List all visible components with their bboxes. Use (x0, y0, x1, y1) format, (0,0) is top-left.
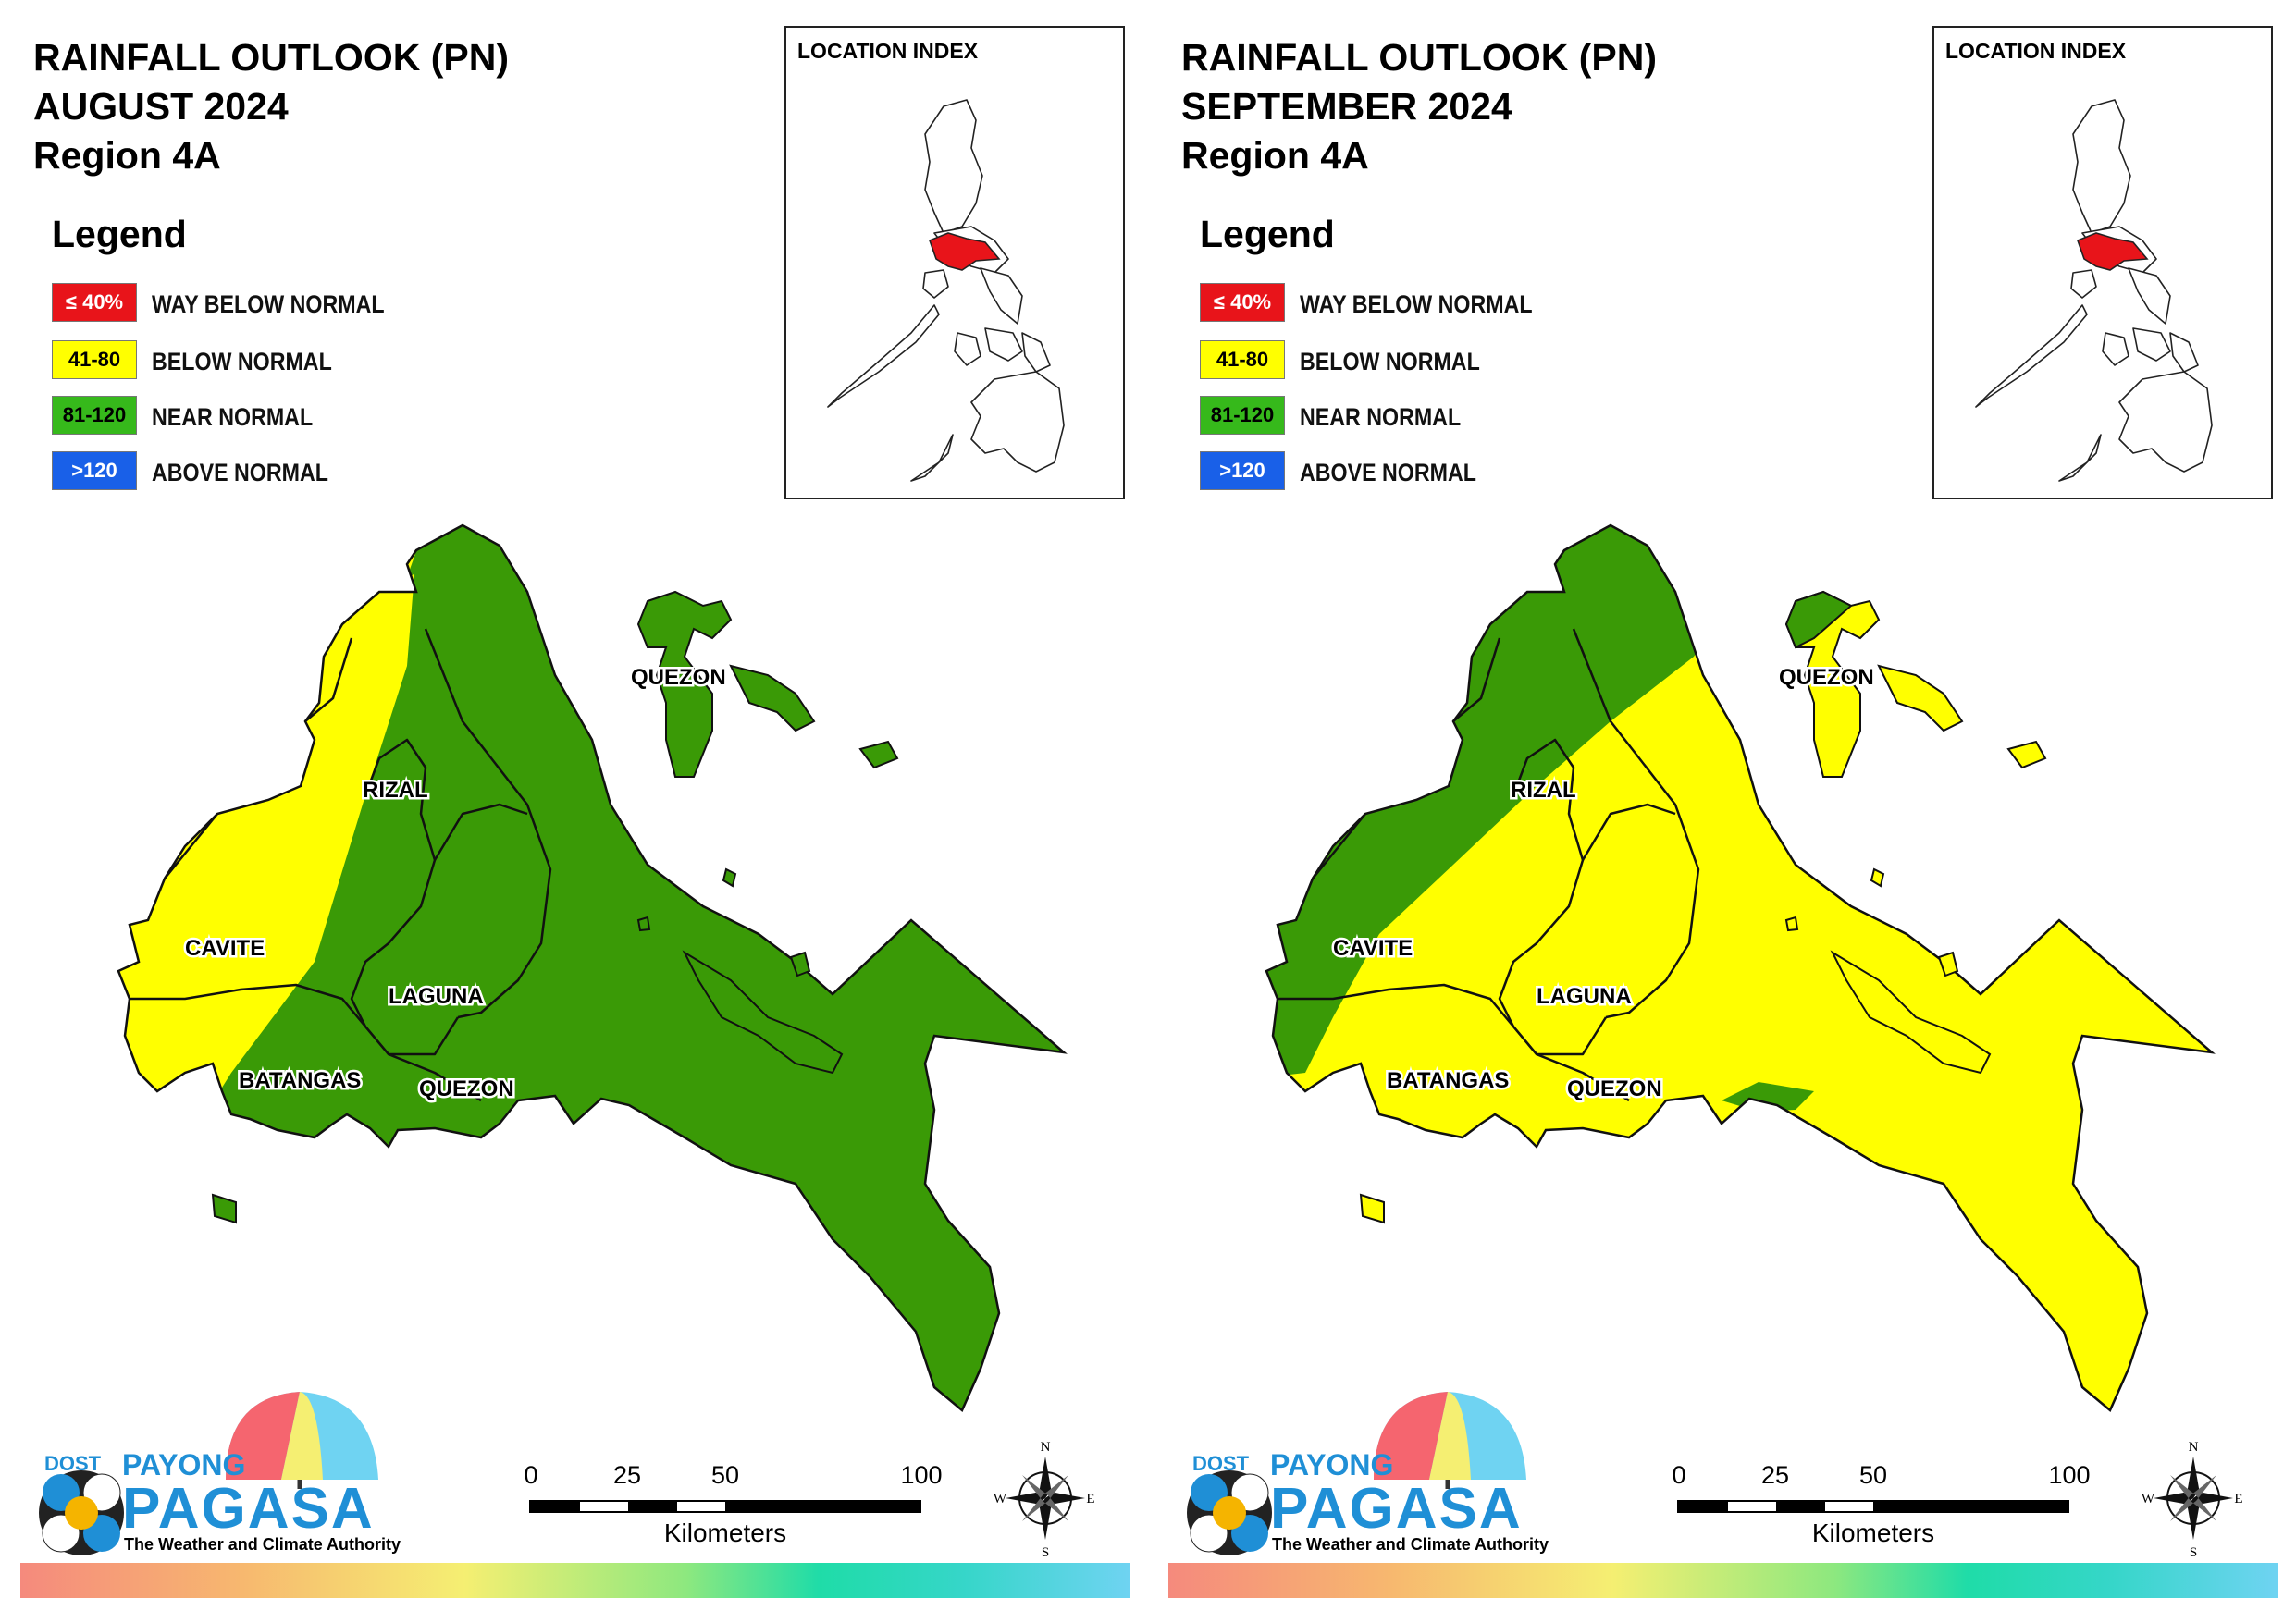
compass-n: N (1041, 1440, 1051, 1455)
logo-agency: DOST (44, 1452, 102, 1475)
compass-n: N (2189, 1440, 2199, 1455)
label-rizal: RIZAL (1511, 778, 1576, 803)
title-line-1: RAINFALL OUTLOOK (PN) (1181, 36, 1657, 79)
logo-line-1: PAYONG (1270, 1448, 1394, 1482)
scale-tick-25: 25 (612, 1461, 642, 1489)
compass-w: W (2142, 1492, 2155, 1506)
legend-swatch: >120 (1200, 451, 1285, 490)
inset-title: LOCATION INDEX (1945, 39, 2127, 63)
logo-line-2: PAGASA (1270, 1477, 1523, 1541)
legend-title: Legend (1200, 213, 1335, 255)
logo-agency: DOST (1192, 1452, 1250, 1475)
philippines-outline-icon (1975, 99, 2213, 482)
label-rizal: RIZAL (363, 778, 428, 803)
region-4a-map: RIZAL CAVITE LAGUNA BATANGAS QUEZON QUEZ… (117, 523, 1068, 1413)
legend-label: NEAR NORMAL (152, 403, 314, 431)
compass-e: E (2234, 1492, 2242, 1506)
location-index-inset: LOCATION INDEX (784, 26, 1125, 499)
label-cavite: CAVITE (185, 936, 265, 961)
scale-unit: Kilometers (1811, 1518, 1935, 1547)
logo-tagline: The Weather and Climate Authority (1272, 1535, 1549, 1554)
location-index-inset: LOCATION INDEX (1932, 26, 2273, 499)
legend-label: WAY BELOW NORMAL (1300, 290, 1533, 318)
title-line-3: Region 4A (1181, 134, 1369, 177)
compass-e: E (1086, 1492, 1094, 1506)
compass-s: S (2190, 1545, 2197, 1558)
label-quezon-north: QUEZON (631, 665, 726, 690)
compass-s: S (1042, 1545, 1049, 1558)
scale-unit: Kilometers (663, 1518, 787, 1547)
payong-pagasa-logo: DOST PAYONG PAGASA The Weather and Clima… (1179, 1387, 1549, 1563)
north-arrow: N S E W (994, 1438, 1096, 1560)
inset-title: LOCATION INDEX (797, 39, 979, 63)
footer-gradient-bar (20, 1563, 1130, 1598)
title-line-2: AUGUST 2024 (33, 85, 289, 128)
label-quezon-south: QUEZON (1567, 1076, 1662, 1101)
logo-tagline: The Weather and Climate Authority (124, 1535, 401, 1554)
label-cavite: CAVITE (1333, 936, 1413, 961)
label-laguna: LAGUNA (389, 984, 484, 1009)
outlook-panel-september: RAINFALL OUTLOOK (PN) SEPTEMBER 2024 Reg… (1148, 0, 2296, 1623)
label-batangas: BATANGAS (239, 1068, 361, 1093)
scale-tick-100: 100 (2048, 1461, 2091, 1489)
dost-seal-icon (1187, 1470, 1272, 1555)
legend-label: NEAR NORMAL (1300, 403, 1462, 431)
legend-label: ABOVE NORMAL (1300, 459, 1476, 486)
dost-seal-icon (39, 1470, 124, 1555)
legend-swatch: ≤ 40% (1200, 283, 1285, 322)
umbrella-icon (226, 1392, 378, 1489)
region-4a-map: RIZAL CAVITE LAGUNA BATANGAS QUEZON QUEZ… (1265, 523, 2216, 1413)
philippines-outline-icon (827, 99, 1065, 482)
umbrella-icon (1374, 1392, 1526, 1489)
scale-tick-0: 0 (524, 1461, 538, 1489)
logo-line-1: PAYONG (122, 1448, 246, 1482)
legend-swatch: 41-80 (52, 340, 137, 379)
legend-swatch: 81-120 (1200, 396, 1285, 435)
scale-tick-0: 0 (1672, 1461, 1686, 1489)
scale-tick-100: 100 (900, 1461, 943, 1489)
scale-tick-50: 50 (710, 1461, 740, 1489)
footer-gradient-bar (1168, 1563, 2278, 1598)
payong-pagasa-logo: DOST PAYONG PAGASA The Weather and Clima… (31, 1387, 401, 1563)
legend-swatch: 41-80 (1200, 340, 1285, 379)
legend-label: WAY BELOW NORMAL (152, 290, 385, 318)
title-line-1: RAINFALL OUTLOOK (PN) (33, 36, 509, 79)
map-title: RAINFALL OUTLOOK (PN) AUGUST 2024 Region… (33, 33, 509, 180)
map-title: RAINFALL OUTLOOK (PN) SEPTEMBER 2024 Reg… (1181, 33, 1657, 180)
legend-swatch: >120 (52, 451, 137, 490)
legend-swatch: ≤ 40% (52, 283, 137, 322)
scale-tick-50: 50 (1858, 1461, 1888, 1489)
legend-label: BELOW NORMAL (152, 348, 332, 375)
scale-bar-graphic (1677, 1500, 2069, 1513)
title-line-3: Region 4A (33, 134, 221, 177)
compass-rose-icon: N S E W (994, 1440, 1095, 1560)
scale-bar: 0 25 50 100 Kilometers (524, 1461, 942, 1547)
compass-w: W (994, 1492, 1007, 1506)
north-arrow: N S E W (2142, 1438, 2244, 1560)
legend-title: Legend (52, 213, 187, 255)
scale-bar-graphic (529, 1500, 921, 1513)
label-quezon-south: QUEZON (419, 1076, 514, 1101)
legend-label: BELOW NORMAL (1300, 348, 1480, 375)
legend-label: ABOVE NORMAL (152, 459, 328, 486)
legend-swatch: 81-120 (52, 396, 137, 435)
scale-bar: 0 25 50 100 Kilometers (1672, 1461, 2090, 1547)
label-laguna: LAGUNA (1537, 984, 1632, 1009)
label-quezon-north: QUEZON (1779, 665, 1874, 690)
logo-line-2: PAGASA (122, 1477, 375, 1541)
compass-rose-icon: N S E W (2142, 1440, 2243, 1560)
outlook-panel-august: RAINFALL OUTLOOK (PN) AUGUST 2024 Region… (20, 26, 1130, 1598)
scale-tick-25: 25 (1760, 1461, 1790, 1489)
title-line-2: SEPTEMBER 2024 (1181, 85, 1512, 128)
label-batangas: BATANGAS (1387, 1068, 1509, 1093)
